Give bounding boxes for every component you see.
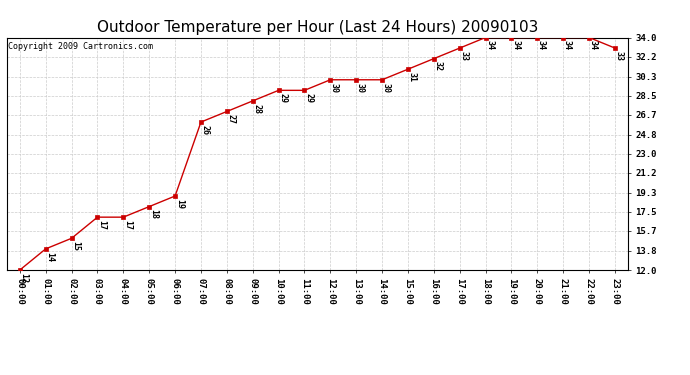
Text: 17: 17 (123, 220, 132, 230)
Text: 12: 12 (19, 273, 28, 283)
Text: 34: 34 (485, 40, 494, 50)
Text: 30: 30 (382, 82, 391, 93)
Title: Outdoor Temperature per Hour (Last 24 Hours) 20090103: Outdoor Temperature per Hour (Last 24 Ho… (97, 20, 538, 35)
Text: 18: 18 (149, 209, 158, 219)
Text: 34: 34 (563, 40, 572, 50)
Text: 14: 14 (46, 252, 55, 262)
Text: 31: 31 (408, 72, 417, 82)
Text: 34: 34 (537, 40, 546, 50)
Text: 28: 28 (253, 104, 262, 114)
Text: 30: 30 (330, 82, 339, 93)
Text: 29: 29 (304, 93, 313, 103)
Text: 34: 34 (589, 40, 598, 50)
Text: 15: 15 (71, 241, 80, 251)
Text: 19: 19 (175, 199, 184, 209)
Text: 30: 30 (356, 82, 365, 93)
Text: 32: 32 (433, 62, 442, 71)
Text: 27: 27 (226, 114, 235, 124)
Text: 26: 26 (201, 125, 210, 135)
Text: 34: 34 (511, 40, 520, 50)
Text: 17: 17 (97, 220, 106, 230)
Text: 33: 33 (460, 51, 469, 61)
Text: 33: 33 (615, 51, 624, 61)
Text: 29: 29 (278, 93, 287, 103)
Text: Copyright 2009 Cartronics.com: Copyright 2009 Cartronics.com (8, 42, 153, 51)
